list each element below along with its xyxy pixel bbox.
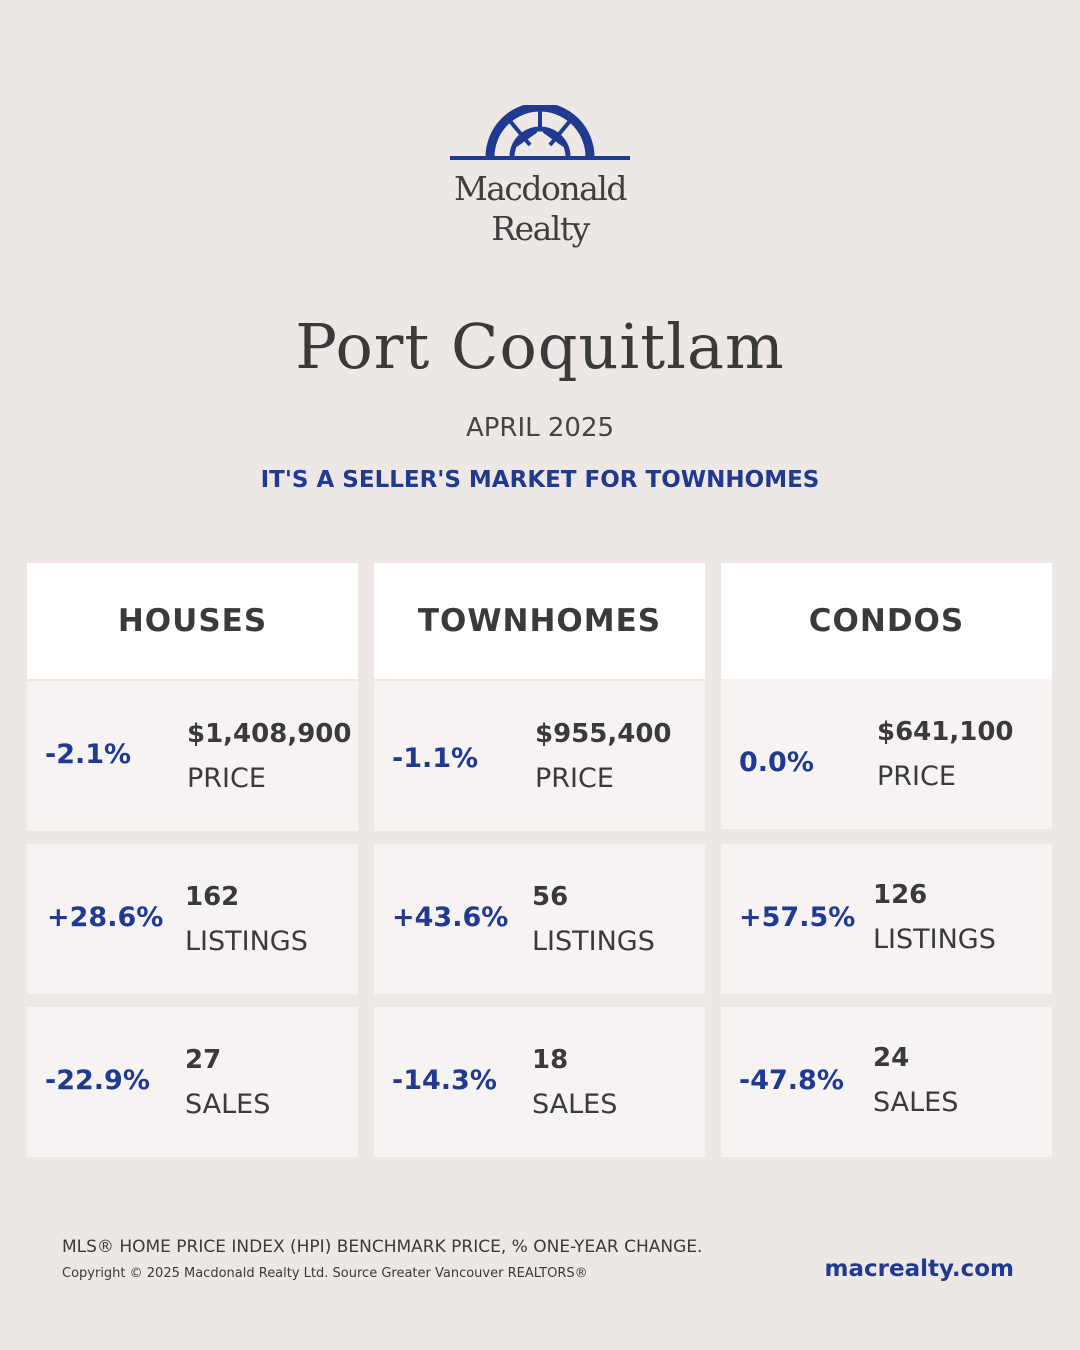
stat-cell-price: -1.1% $955,400 PRICE bbox=[374, 681, 705, 831]
column-townhomes: TOWNHOMES -1.1% $955,400 PRICE +43.6% 56… bbox=[374, 563, 705, 1157]
stat-value: $641,100 bbox=[877, 717, 1014, 747]
stat-label: LISTINGS bbox=[873, 924, 996, 955]
period-label: APRIL 2025 bbox=[465, 413, 615, 443]
stat-label: SALES bbox=[873, 1087, 959, 1118]
brand-logo: Macdonald Realty bbox=[440, 105, 640, 255]
stat-change: +28.6% bbox=[47, 902, 164, 933]
column-condos: CONDOS 0.0% $641,100 PRICE +57.5% 126 LI… bbox=[721, 563, 1052, 1157]
stat-cell-sales: -47.8% 24 SALES bbox=[721, 1007, 1052, 1157]
stat-label: LISTINGS bbox=[532, 926, 655, 957]
stat-change: -22.9% bbox=[45, 1065, 150, 1096]
stat-value: 24 bbox=[873, 1043, 910, 1073]
stat-label: PRICE bbox=[535, 763, 614, 794]
stat-change: -1.1% bbox=[392, 743, 479, 774]
stat-cell-listings: +43.6% 56 LISTINGS bbox=[374, 844, 705, 994]
stat-cell-listings: +57.5% 126 LISTINGS bbox=[721, 844, 1052, 994]
logo-wordmark-line2: Realty bbox=[491, 209, 590, 248]
website-link[interactable]: macrealty.com bbox=[824, 1256, 1014, 1282]
stat-label: LISTINGS bbox=[185, 926, 308, 957]
methodology-note: MLS® HOME PRICE INDEX (HPI) BENCHMARK PR… bbox=[62, 1237, 703, 1257]
stat-cell-listings: +28.6% 162 LISTINGS bbox=[27, 844, 358, 994]
stat-cell-price: 0.0% $641,100 PRICE bbox=[721, 679, 1052, 829]
stat-cell-price: -2.1% $1,408,900 PRICE bbox=[27, 681, 358, 831]
stat-value: 27 bbox=[185, 1045, 222, 1075]
column-houses: HOUSES -2.1% $1,408,900 PRICE +28.6% 162… bbox=[27, 563, 358, 1157]
logo-wordmark-line1: Macdonald bbox=[453, 169, 628, 208]
stat-value: 18 bbox=[532, 1045, 569, 1075]
stat-label: PRICE bbox=[187, 763, 266, 794]
logo-arch-icon bbox=[450, 105, 630, 160]
stat-value: 126 bbox=[873, 880, 928, 910]
stat-change: -47.8% bbox=[739, 1065, 844, 1096]
column-heading: HOUSES bbox=[27, 563, 358, 679]
stat-label: SALES bbox=[185, 1089, 271, 1120]
stat-value: $955,400 bbox=[535, 719, 672, 749]
stat-label: SALES bbox=[532, 1089, 618, 1120]
stat-change: +43.6% bbox=[392, 902, 509, 933]
stat-cell-sales: -14.3% 18 SALES bbox=[374, 1007, 705, 1157]
page-title: Port Coquitlam bbox=[295, 310, 785, 383]
stat-change: -14.3% bbox=[392, 1065, 497, 1096]
stat-value: 162 bbox=[185, 882, 240, 912]
stat-value: $1,408,900 bbox=[187, 719, 352, 749]
column-heading: CONDOS bbox=[721, 563, 1052, 679]
column-heading: TOWNHOMES bbox=[374, 563, 705, 679]
stat-change: -2.1% bbox=[45, 739, 132, 770]
stat-change: +57.5% bbox=[739, 902, 856, 933]
stat-change: 0.0% bbox=[739, 747, 814, 778]
stat-label: PRICE bbox=[877, 761, 956, 792]
stat-value: 56 bbox=[532, 882, 569, 912]
stat-cell-sales: -22.9% 27 SALES bbox=[27, 1007, 358, 1157]
market-tagline: IT'S A SELLER'S MARKET FOR TOWNHOMES bbox=[260, 467, 820, 493]
copyright-text: Copyright © 2025 Macdonald Realty Ltd. S… bbox=[62, 1266, 588, 1281]
